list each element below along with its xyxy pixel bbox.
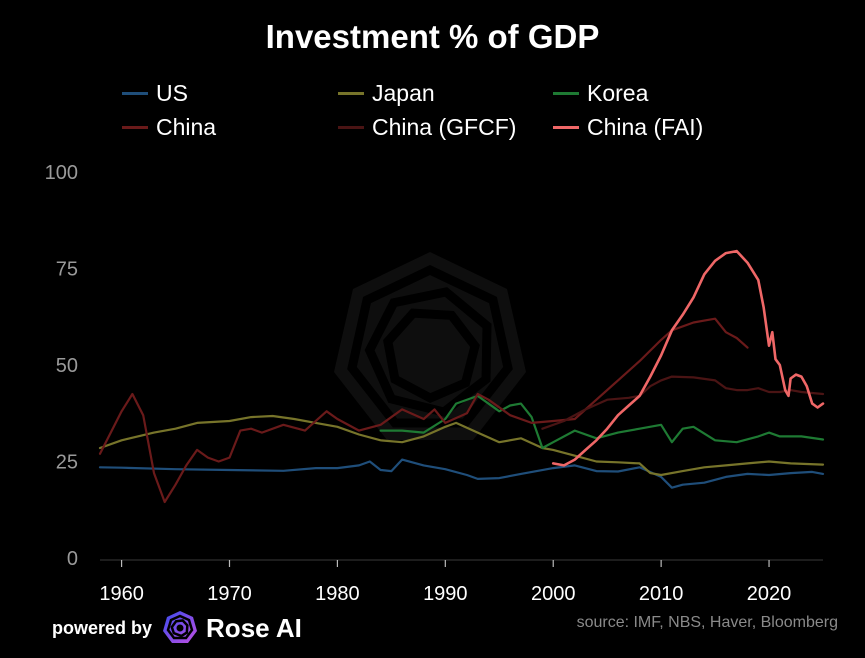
legend-label: Korea xyxy=(587,79,649,106)
series-line-china xyxy=(98,317,749,504)
y-tick-label: 100 xyxy=(45,162,78,184)
x-axis: 1960 1970 1980 1990 2000 2010 2020 xyxy=(99,559,823,605)
legend-swatch xyxy=(338,125,364,129)
series-line-japan xyxy=(98,414,825,477)
legend-swatch xyxy=(122,91,148,95)
y-axis: 0 25 50 75 100 xyxy=(45,162,78,570)
legend-swatch xyxy=(122,125,148,129)
chart-title: Investment % of GDP xyxy=(265,18,600,55)
series-line-us xyxy=(98,458,825,489)
series-line-china-fai xyxy=(551,249,825,467)
brand-name: Rose AI xyxy=(206,612,302,643)
y-tick-label: 25 xyxy=(56,452,78,474)
y-tick-label: 50 xyxy=(56,355,78,377)
x-tick-label: 2000 xyxy=(531,583,576,605)
legend-label: China xyxy=(156,113,217,140)
legend-item-china[interactable]: China xyxy=(122,114,216,140)
rose-ai-logo-icon xyxy=(163,611,198,643)
rose-ai-watermark-icon xyxy=(334,252,526,440)
x-tick-label: 1960 xyxy=(99,583,144,605)
legend: US Japan Korea China China (GFCF) China … xyxy=(0,0,865,150)
x-tick-label: 1980 xyxy=(315,583,360,605)
y-tick-label: 0 xyxy=(67,548,78,570)
legend-item-korea[interactable]: Korea xyxy=(553,80,648,106)
y-tick-label: 75 xyxy=(56,259,78,281)
legend-swatch xyxy=(553,125,579,129)
legend-item-china-fai[interactable]: China (FAI) xyxy=(553,114,703,140)
series-layer xyxy=(98,249,825,504)
x-tick-label: 2020 xyxy=(747,583,792,605)
source-note: source: IMF, NBS, Haver, Bloomberg xyxy=(576,614,838,631)
legend-item-japan[interactable]: Japan xyxy=(338,80,435,106)
legend-label: US xyxy=(156,79,188,106)
powered-by-badge[interactable]: powered by Rose AI xyxy=(52,610,302,646)
legend-item-us[interactable]: US xyxy=(122,80,188,106)
legend-item-china-gfcf[interactable]: China (GFCF) xyxy=(338,114,516,140)
x-tick-label: 1990 xyxy=(423,583,468,605)
legend-swatch xyxy=(338,91,364,95)
legend-label: China (GFCF) xyxy=(372,113,517,140)
powered-by-label: powered by xyxy=(52,617,153,638)
legend-label: China (FAI) xyxy=(587,113,704,140)
series-line-china-gfcf xyxy=(541,375,825,430)
x-tick-label: 1970 xyxy=(207,583,252,605)
series-line-korea xyxy=(379,394,825,450)
legend-label: Japan xyxy=(372,79,435,106)
x-tick-label: 2010 xyxy=(639,583,684,605)
legend-swatch xyxy=(553,91,579,95)
